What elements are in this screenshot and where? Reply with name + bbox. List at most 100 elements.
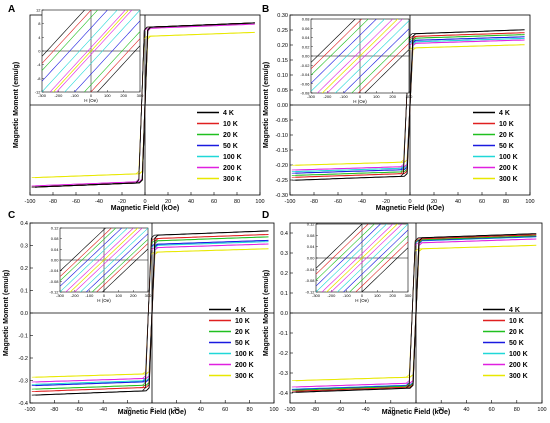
y-tick-label: 0.0	[280, 311, 288, 317]
legend-label: 4 K	[235, 307, 246, 314]
inset-loop-branch	[60, 228, 123, 287]
inset-y-tick-label: 0.08	[302, 17, 311, 22]
inset-x-tick-label: -100	[85, 293, 94, 298]
legend-label: 50 K	[509, 340, 524, 347]
panel-letter: C	[8, 210, 15, 221]
y-tick-label: 0.00	[277, 103, 288, 109]
inset-loop-branch	[96, 45, 140, 92]
x-tick-label: 80	[514, 407, 520, 413]
inset-loop-branch	[91, 238, 148, 292]
inset-loop-branch	[42, 10, 108, 82]
legend-label: 20 K	[509, 329, 524, 336]
x-tick-label: 0	[414, 407, 417, 413]
x-axis-label: Magnetic Field (kOe)	[118, 409, 186, 416]
chart-panel-c: C-100 -80 -60 -40 -20 0 20 40 60 80 100-0.4-0.3-0.…	[3, 210, 279, 416]
inset-loop-branch	[69, 228, 139, 292]
x-tick-label: 80	[234, 199, 240, 205]
y-tick-label: 0.2	[20, 266, 28, 272]
inset-loop-branch	[317, 19, 394, 93]
legend-label: 100 K	[235, 351, 254, 358]
y-tick-label: 0.20	[277, 43, 288, 49]
x-tick-label: -80	[311, 407, 319, 413]
inset-loops	[42, 10, 140, 92]
chart-panel-d: D-100 -80 -60 -40 -20 0 20 40 60 80 100-0.4-0.3-0.…	[262, 210, 547, 416]
inset-loop-branch	[349, 235, 408, 292]
x-tick-label: 60	[211, 199, 217, 205]
inset-x-tick-label: -300	[307, 94, 316, 99]
legend-label: 100 K	[509, 351, 528, 358]
inset-plot: -300 -200 -100 0 100 200 300 -12 -8 -4 0 4 8 12 H (Oe)	[35, 8, 144, 104]
inset-loop-branch	[101, 248, 148, 292]
inset-x-tick-label: 200	[120, 93, 127, 98]
y-tick-label: -0.1	[279, 331, 288, 337]
x-tick-label: 100	[537, 407, 546, 413]
x-tick-label: -40	[362, 407, 370, 413]
inset-loop-branch	[60, 228, 107, 272]
legend-label: 200 K	[509, 362, 528, 369]
inset-x-tick-label: 0	[90, 93, 93, 98]
inset-y-tick-label: -0.08	[305, 278, 315, 283]
series-line-return	[31, 230, 265, 396]
x-tick-label: 20	[173, 407, 179, 413]
x-tick-label: 0	[143, 199, 146, 205]
inset-loop-branch	[336, 224, 408, 292]
x-tick-label: -80	[49, 199, 57, 205]
y-tick-label: -0.30	[275, 193, 288, 199]
y-tick-label: -0.05	[275, 118, 288, 124]
y-tick-label: -0.4	[279, 391, 288, 397]
inset-loop-branch	[321, 19, 399, 93]
inset-x-label: H (Oe)	[355, 298, 369, 303]
x-tick-label: -80	[310, 199, 318, 205]
inset-y-tick-label: 0.12	[307, 222, 316, 227]
inset-loop-branch	[60, 228, 112, 277]
inset-y-tick-label: -4	[37, 62, 41, 67]
inset-loop-branch	[96, 243, 148, 292]
inset-x-tick-label: -100	[343, 293, 352, 298]
inset-loop-branch	[330, 224, 403, 292]
inset-y-tick-label: 0.06	[302, 26, 311, 31]
x-tick-label: -60	[75, 407, 83, 413]
y-tick-label: -0.2	[19, 356, 28, 362]
x-tick-label: 40	[198, 407, 204, 413]
legend-label: 10 K	[499, 121, 514, 128]
inset-x-tick-label: -300	[312, 293, 321, 298]
x-tick-label: 60	[479, 199, 485, 205]
inset-loop-branch	[42, 10, 118, 92]
inset-plot: -300 -200 -100 0 100 200 300 -0.08 -0.06 -0.04 -0.…	[300, 17, 413, 105]
x-tick-label: -60	[336, 407, 344, 413]
legend-label: 10 K	[235, 318, 250, 325]
x-tick-label: -80	[50, 407, 58, 413]
x-axis-label: Magnetic Field (kOe)	[382, 409, 450, 416]
x-axis-label: Magnetic Field (kOe)	[111, 205, 179, 212]
legend-label: 4 K	[499, 110, 510, 117]
y-tick-label: -0.25	[275, 178, 288, 184]
y-tick-label: 0.05	[277, 88, 288, 94]
inset-x-tick-label: -200	[54, 93, 63, 98]
y-tick-label: 0.10	[277, 73, 288, 79]
x-tick-label: 0	[408, 199, 411, 205]
inset-x-label: H (Oe)	[84, 98, 98, 103]
inset-loop-branch	[361, 247, 408, 292]
y-tick-label: 0.4	[20, 221, 28, 227]
inset-loops	[316, 224, 408, 292]
inset-x-tick-label: 100	[115, 293, 122, 298]
inset-y-tick-label: 0.04	[51, 247, 60, 252]
inset-y-tick-label: -0.04	[49, 268, 59, 273]
panel-letter: D	[262, 210, 269, 221]
y-axis-label: Magnetic Moment (emu/g)	[263, 270, 270, 356]
inset-y-tick-label: -8	[37, 76, 41, 81]
legend-label: 20 K	[499, 132, 514, 139]
y-tick-label: 0.0	[20, 311, 28, 317]
inset-loop-branch	[316, 224, 381, 287]
x-tick-label: -100	[284, 199, 295, 205]
inset-loop-branch	[316, 224, 375, 281]
y-tick-label: 0.30	[277, 13, 288, 19]
inset-loop-branch	[311, 19, 377, 84]
y-axis-label: Magnetic Moment (emu/g)	[13, 62, 20, 148]
inset-loop-branch	[52, 10, 130, 92]
inset-x-tick-label: 300	[405, 293, 412, 298]
legend-label: 300 K	[223, 176, 242, 183]
x-tick-label: -20	[382, 199, 390, 205]
panel-letter: A	[8, 4, 15, 15]
x-axis-label: Magnetic Field (kOe)	[376, 205, 444, 212]
